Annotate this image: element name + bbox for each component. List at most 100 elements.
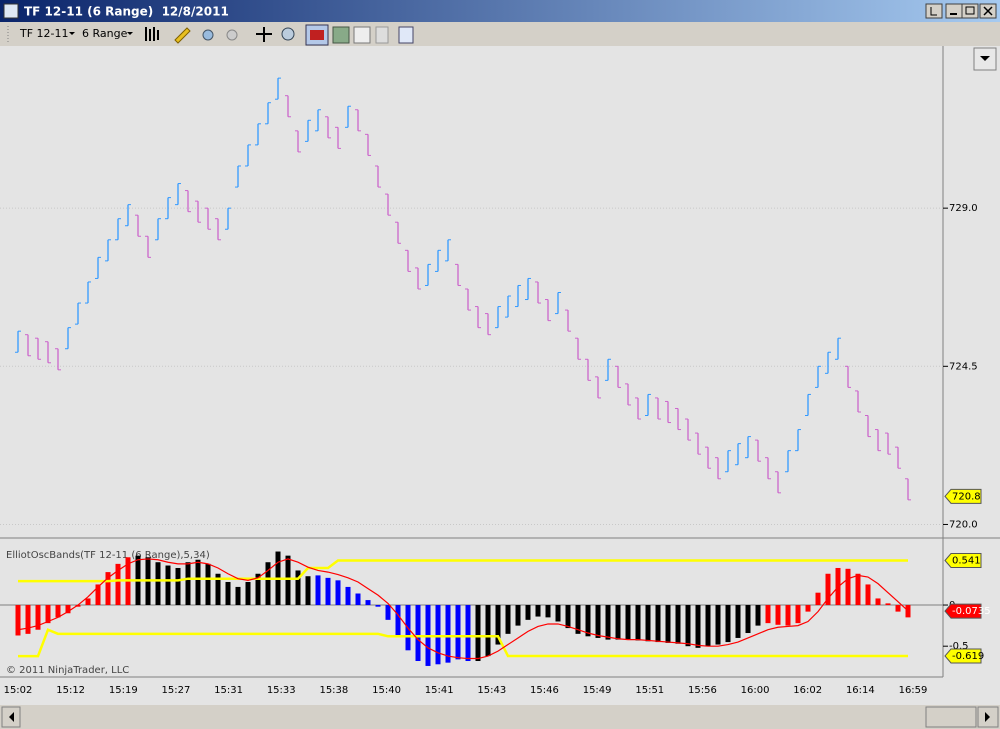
histogram-bar (495, 605, 501, 645)
histogram-bar (595, 605, 601, 638)
value-flag (944, 488, 982, 504)
histogram-bar (785, 605, 791, 626)
histogram-bar (15, 605, 21, 636)
histogram-bar (215, 573, 221, 606)
histogram-bar (265, 562, 271, 606)
dropdown-arrow (69, 32, 75, 35)
histogram-bar (535, 605, 541, 617)
maximize-button[interactable] (961, 3, 979, 19)
histogram-bar (175, 567, 181, 606)
period-selector[interactable]: 6 Range (82, 27, 128, 40)
histogram-bar (25, 605, 31, 634)
time-label: 16:02 (793, 685, 822, 696)
lower-band (18, 628, 908, 658)
histogram-bar (865, 584, 871, 606)
histogram-bar (475, 605, 481, 662)
value-flag (944, 603, 982, 619)
data-box-button[interactable] (281, 27, 295, 41)
histogram-bar (105, 572, 111, 606)
histogram-bar (115, 563, 121, 606)
time-label: 15:41 (425, 685, 454, 696)
histogram-bar (505, 605, 511, 634)
pin-glyph (930, 7, 937, 16)
histogram-bar (225, 581, 231, 606)
maximize-glyph (965, 6, 975, 15)
histogram-bar (525, 605, 531, 620)
histogram-bar (285, 555, 291, 606)
histogram-bar (305, 576, 311, 606)
time-label: 15:31 (214, 685, 243, 696)
draw-tool-button[interactable] (174, 27, 191, 44)
histogram-bar (735, 605, 741, 638)
layout-button[interactable] (398, 26, 414, 44)
strategies-button[interactable] (353, 26, 371, 44)
pin-button[interactable] (925, 3, 943, 19)
toolbar-icons (145, 24, 414, 46)
histogram-bar (55, 605, 61, 618)
chart-style-glyph (310, 30, 324, 40)
histogram-bar (515, 605, 521, 626)
histogram-bar (155, 562, 161, 606)
value-flag (944, 648, 982, 664)
indicators-button[interactable] (332, 26, 350, 44)
zoom-out-button[interactable] (226, 29, 238, 41)
histogram-bar (385, 605, 391, 620)
histogram-bar (315, 575, 321, 606)
histogram-bar (765, 605, 771, 624)
signal-line (17, 558, 909, 660)
value-flag-label: 0.541 (952, 555, 981, 566)
histogram-bar (755, 605, 761, 626)
histogram-bar (455, 605, 461, 660)
histogram-bar (565, 605, 571, 629)
histogram-bar (795, 605, 801, 624)
value-flag (944, 552, 982, 568)
histogram-bar (585, 605, 591, 637)
histogram-bar (705, 605, 711, 647)
time-label: 16:14 (846, 685, 875, 696)
histogram-bar (325, 577, 331, 606)
histogram-bar (395, 605, 401, 637)
scrollbar (0, 705, 1000, 729)
histogram-bar (555, 605, 561, 622)
histogram-bar (65, 605, 71, 614)
zoom-in-button[interactable] (202, 29, 214, 41)
histogram-bar (345, 586, 351, 606)
histogram-bar (875, 598, 881, 606)
histogram-bar (335, 580, 341, 606)
time-label: 15:49 (583, 685, 612, 696)
histogram-bar (45, 605, 51, 624)
histogram-bar (545, 605, 551, 618)
minimize-button[interactable] (945, 3, 963, 19)
histogram-bar (775, 605, 781, 625)
histogram-bar (805, 605, 811, 612)
histogram-bar (95, 584, 101, 606)
value-flag-label: 720.8 (952, 491, 981, 502)
time-label: 15:33 (267, 685, 296, 696)
instrument-selector[interactable]: TF 12-11 (19, 27, 69, 40)
histogram-bar (845, 568, 851, 606)
histogram-bar (205, 563, 211, 606)
histogram-bar (375, 605, 381, 607)
histogram-bar (725, 605, 731, 643)
properties-button[interactable] (375, 26, 389, 44)
histogram-bar (85, 598, 91, 606)
copyright: © 2011 NinjaTrader, LLC (6, 665, 129, 676)
histogram-bar (655, 605, 661, 643)
histogram-bar (35, 605, 41, 630)
histogram-bar (365, 600, 371, 606)
histogram-bar (905, 605, 911, 618)
bar-type-button[interactable] (145, 27, 159, 41)
title-bar (0, 0, 1000, 22)
crosshair-button[interactable] (256, 27, 272, 42)
time-label: 15:46 (530, 685, 559, 696)
histogram-bar (895, 605, 901, 612)
scroll-thumb[interactable] (925, 706, 977, 728)
histogram-bar (715, 605, 721, 645)
app-icon (3, 3, 19, 19)
histogram-bar (605, 605, 611, 640)
histogram-bar (855, 573, 861, 606)
upper-band (18, 559, 908, 583)
histogram-bar (885, 603, 891, 606)
